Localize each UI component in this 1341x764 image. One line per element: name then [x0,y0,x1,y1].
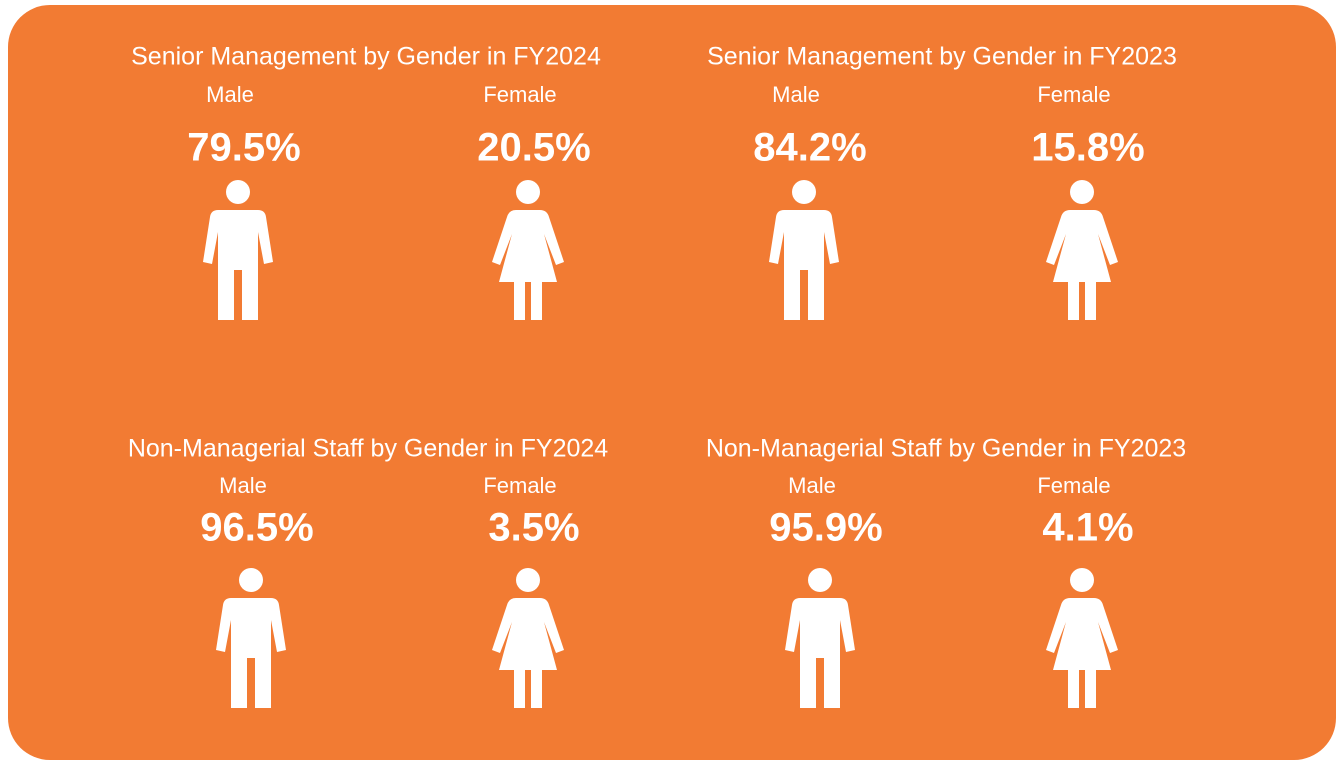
gender-label: Male [206,82,254,107]
percentage: 95.9% [769,506,882,550]
percentage: 96.5% [200,506,313,550]
gender-label: Male [219,473,267,498]
percentage: 15.8% [1031,126,1144,170]
gender-label: Male [788,473,836,498]
background-panel [8,5,1336,760]
gender-label: Male [772,82,820,107]
panel-title: Senior Management by Gender in FY2024 [131,43,601,71]
gender-label: Female [483,473,556,498]
panel-title: Non-Managerial Staff by Gender in FY2023 [706,435,1186,463]
percentage: 3.5% [488,506,579,550]
gender-label: Female [1037,473,1110,498]
percentage: 84.2% [753,126,866,170]
percentage: 4.1% [1042,506,1133,550]
gender-label: Female [1037,82,1110,107]
panel-title: Senior Management by Gender in FY2023 [707,43,1177,71]
gender-label: Female [483,82,556,107]
percentage: 79.5% [187,126,300,170]
percentage: 20.5% [477,126,590,170]
panel-title: Non-Managerial Staff by Gender in FY2024 [128,435,608,463]
